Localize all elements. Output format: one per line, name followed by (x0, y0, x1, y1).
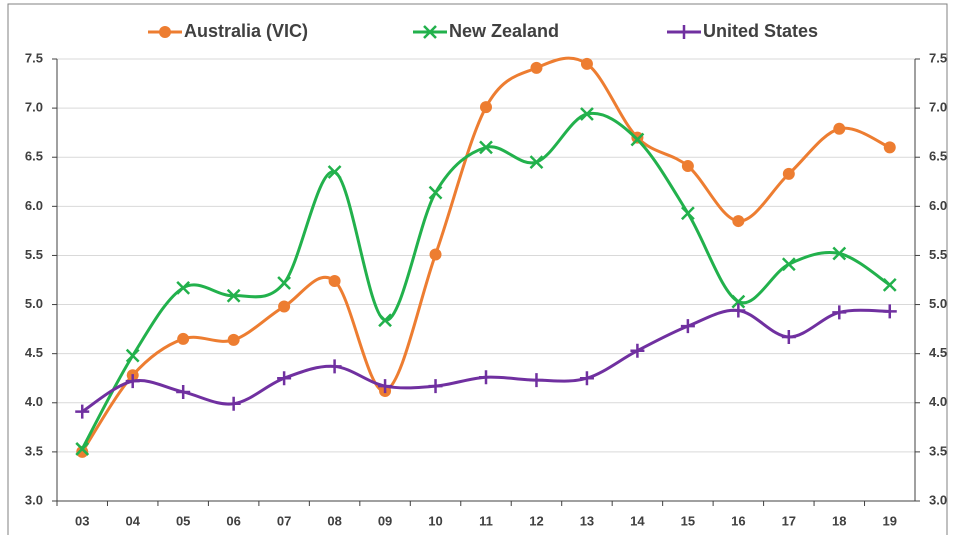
marker (580, 57, 593, 70)
marker (882, 304, 897, 319)
y-tick-label: 5.0 (25, 296, 43, 311)
marker (680, 206, 695, 221)
chart-border (7, 3, 948, 535)
y-tick-label: 4.0 (25, 394, 43, 409)
marker (76, 445, 89, 458)
y2-tick-label: 3.0 (929, 492, 947, 507)
y-tick-label: 3.0 (25, 492, 43, 507)
x-tick-label: 16 (731, 513, 745, 528)
y2-tick-label: 6.5 (929, 149, 947, 164)
marker (428, 379, 443, 394)
x-tick-label: 09 (378, 513, 392, 528)
marker (782, 167, 795, 180)
marker (328, 274, 341, 287)
y2-tick-label: 6.0 (929, 198, 947, 213)
marker (125, 348, 140, 363)
x-tick-label: 18 (832, 513, 846, 528)
y2-tick-label: 7.0 (929, 100, 947, 115)
series-line (81, 308, 890, 413)
x-tick-label: 06 (226, 513, 240, 528)
x-tick-label: 11 (479, 513, 493, 528)
marker (530, 61, 543, 74)
marker (731, 303, 746, 318)
legend-label: United States (703, 21, 818, 41)
marker (423, 25, 437, 39)
x-tick-label: 13 (580, 513, 594, 528)
marker (781, 329, 796, 344)
y2-tick-label: 5.0 (929, 296, 947, 311)
legend-item: New Zealand (413, 21, 559, 41)
y-tick-label: 3.5 (25, 443, 43, 458)
marker (480, 101, 492, 114)
marker (832, 305, 847, 320)
y2-tick-label: 5.5 (929, 247, 947, 262)
marker (226, 288, 241, 303)
marker (378, 379, 393, 394)
y-tick-label: 6.5 (25, 149, 43, 164)
x-tick-label: 07 (277, 513, 291, 528)
x-tick-label: 05 (176, 513, 190, 528)
marker (479, 370, 493, 385)
marker (378, 313, 392, 328)
x-tick-label: 14 (630, 513, 645, 528)
legend-item: Australia (VIC) (148, 21, 308, 41)
y2-tick-label: 3.5 (929, 443, 947, 458)
marker (677, 25, 691, 39)
y-tick-label: 5.5 (25, 247, 43, 262)
marker (277, 276, 292, 290)
marker (75, 442, 90, 456)
marker (277, 371, 292, 386)
marker (579, 371, 594, 386)
marker (883, 141, 896, 154)
marker (226, 396, 241, 411)
marker (177, 332, 190, 345)
marker (529, 373, 544, 388)
x-tick-label: 10 (428, 513, 442, 528)
y2-tick-label: 4.5 (929, 345, 947, 360)
marker (479, 140, 493, 155)
marker (882, 278, 897, 292)
x-tick-label: 08 (327, 513, 341, 528)
marker (125, 374, 140, 389)
x-tick-label: 17 (782, 513, 796, 528)
marker (580, 107, 594, 121)
x-tick-label: 12 (529, 513, 543, 528)
marker (278, 300, 291, 313)
x-tick-label: 15 (681, 513, 695, 528)
marker (630, 132, 645, 147)
marker (176, 384, 191, 399)
y2-tick-label: 7.5 (929, 50, 947, 65)
y2-tick-label: 4.0 (929, 394, 947, 409)
x-tick-label: 04 (125, 513, 140, 528)
marker (159, 26, 171, 38)
marker (327, 165, 342, 179)
marker (781, 257, 796, 272)
marker (732, 215, 745, 228)
y-tick-label: 7.0 (25, 100, 43, 115)
marker (731, 294, 746, 309)
x-tick-label: 19 (883, 513, 897, 528)
legend-item: United States (667, 21, 818, 41)
marker (681, 160, 694, 173)
marker (327, 359, 342, 374)
y-tick-label: 4.5 (25, 345, 43, 360)
marker (428, 185, 443, 200)
y-tick-label: 6.0 (25, 198, 43, 213)
marker (75, 404, 90, 419)
marker (227, 333, 240, 346)
x-tick-label: 03 (75, 513, 89, 528)
marker (630, 343, 645, 358)
legend-label: New Zealand (449, 21, 559, 41)
y-tick-label: 7.5 (25, 50, 43, 65)
marker (833, 122, 846, 135)
marker (832, 246, 847, 261)
legend-label: Australia (VIC) (184, 21, 308, 41)
marker (529, 155, 544, 170)
marker (176, 280, 191, 295)
marker (429, 248, 442, 261)
marker (680, 319, 695, 334)
